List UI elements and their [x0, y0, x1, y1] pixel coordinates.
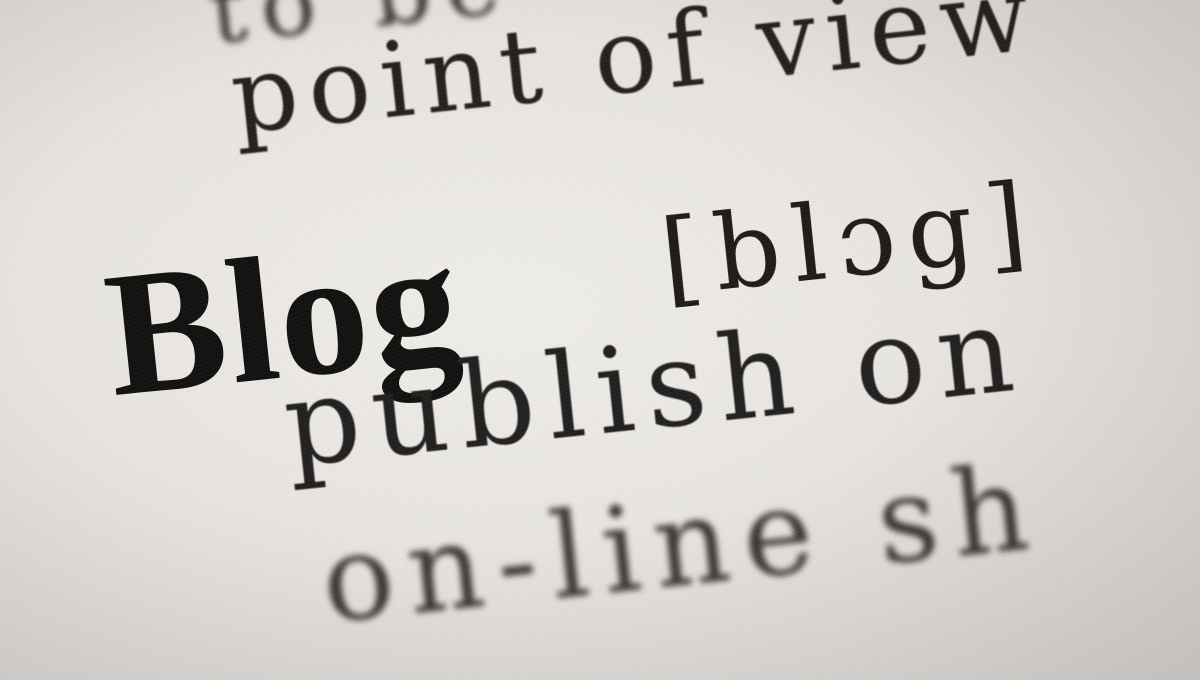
point-of-view-text: point of view	[225, 0, 1045, 158]
